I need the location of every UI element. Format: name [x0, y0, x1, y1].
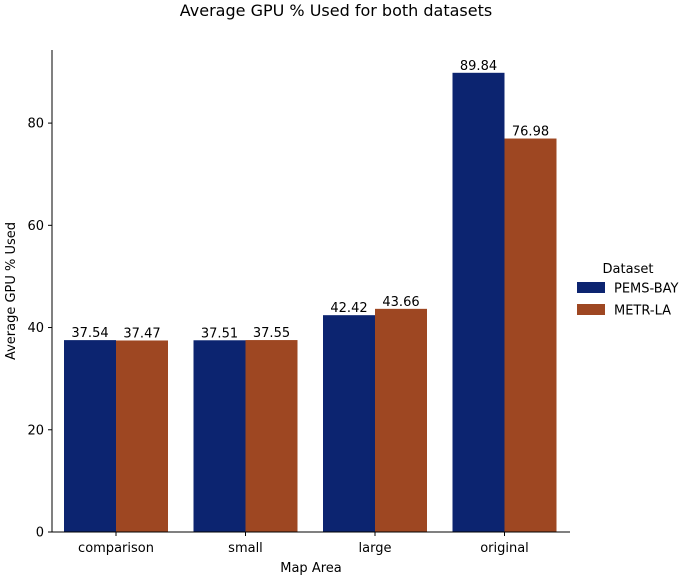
- y-axis-ticks: 0 20 40 60 80: [27, 117, 52, 541]
- y-axis-label: Average GPU % Used: [4, 222, 19, 360]
- y-tick-label: 20: [27, 423, 44, 438]
- bar-value-label: 37.51: [201, 326, 238, 341]
- bar-value-label: 89.84: [460, 59, 497, 74]
- bar-value-label: 76.98: [512, 125, 549, 140]
- legend-swatch-pems-bay: [577, 282, 605, 293]
- y-tick-label: 80: [27, 117, 44, 132]
- plot-area: 37.54 37.47 37.51 37.55 42.42 43.66 89.84 76.98: [64, 59, 557, 533]
- bar-value-label: 37.47: [123, 326, 160, 341]
- bar-metr-la-small: [245, 340, 298, 532]
- legend-label: PEMS-BAY: [614, 282, 679, 297]
- bar-pems-bay-comparison: [64, 340, 116, 532]
- bar-value-label: 42.42: [330, 301, 367, 316]
- bar-value-label: 37.55: [253, 326, 290, 341]
- legend: Dataset PEMS-BAY METR-LA: [577, 262, 679, 319]
- bar-value-label: 37.54: [71, 326, 108, 341]
- y-tick-label: 60: [27, 219, 44, 234]
- x-tick-label: small: [228, 541, 263, 556]
- x-axis-ticks: comparison small large original: [78, 532, 529, 556]
- legend-title: Dataset: [603, 262, 654, 277]
- bar-pems-bay-small: [193, 340, 246, 532]
- legend-swatch-metr-la: [577, 304, 605, 315]
- bar-metr-la-original: [504, 138, 557, 533]
- x-tick-label: original: [480, 541, 529, 556]
- y-tick-label: 40: [27, 321, 44, 336]
- bar-metr-la-large: [375, 308, 427, 532]
- x-tick-label: large: [359, 541, 392, 556]
- bar-pems-bay-original: [452, 72, 505, 533]
- legend-label: METR-LA: [614, 304, 671, 319]
- bar-pems-bay-large: [323, 315, 375, 532]
- chart-title: Average GPU % Used for both datasets: [180, 1, 492, 20]
- bar-value-label: 43.66: [382, 295, 419, 310]
- bar-metr-la-comparison: [116, 340, 168, 532]
- x-axis-label: Map Area: [280, 561, 341, 575]
- y-tick-label: 0: [36, 526, 44, 541]
- x-tick-label: comparison: [78, 541, 154, 556]
